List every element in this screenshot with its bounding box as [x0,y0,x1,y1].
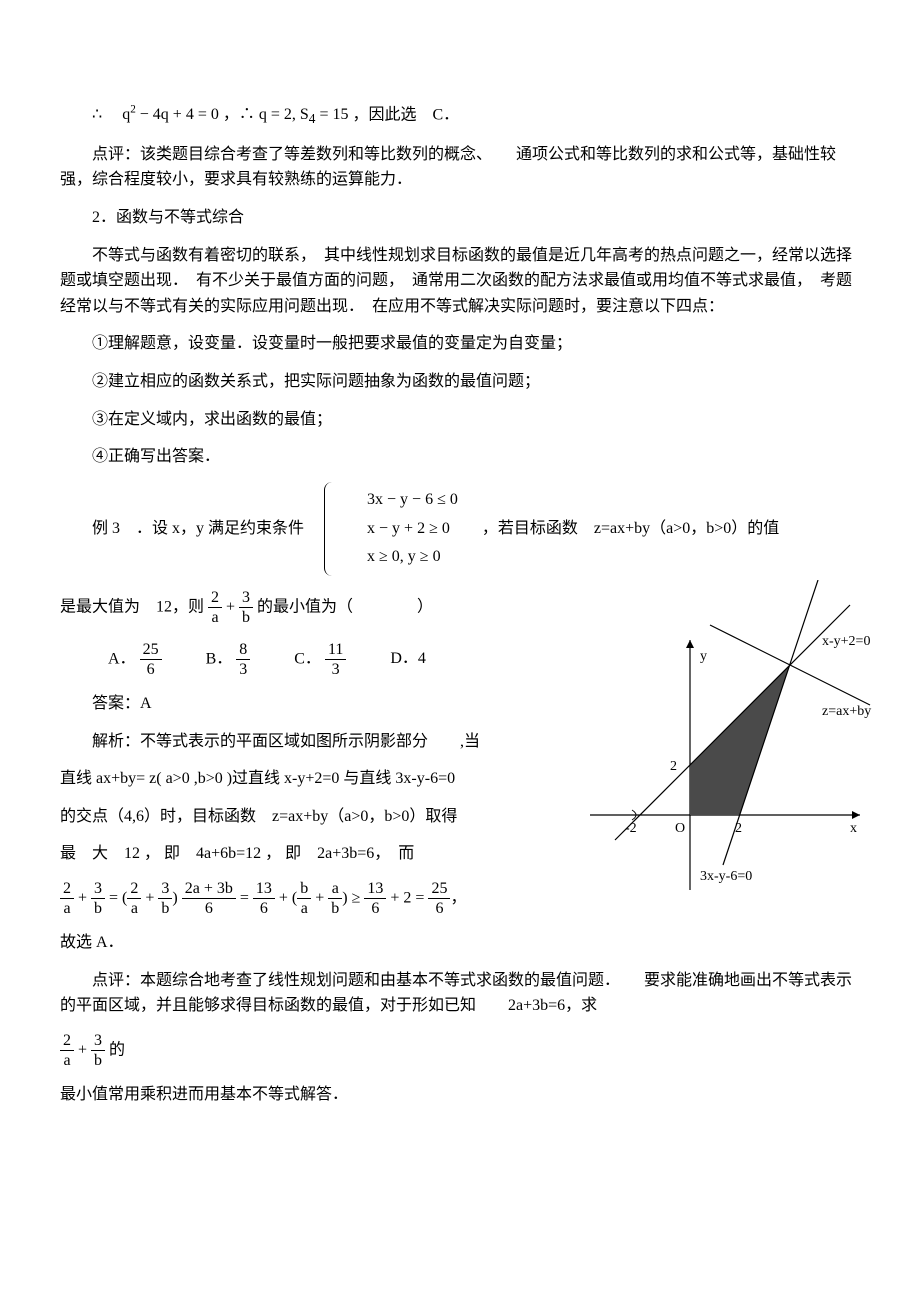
constraint-2: x − y + 2 ≥ 0 [335,515,458,544]
tail-frac-line: 2a + 3b 的 [60,1031,860,1070]
point-4: ④正确写出答案． [60,444,860,470]
eq-s4: = 15 [315,106,348,123]
eq-mid: ，∴ q = 2, S [223,106,309,123]
plus-1: + [226,599,239,616]
intro-para: 不等式与函数有着密切的联系， 其中线性规划求目标函数的最值是近几年高考的热点问题… [60,243,860,320]
frac-3b: 3b [239,588,253,627]
solution-line-3: 的交点（4,6）时，目标函数 z=ax+by（a>0，b>0）取得 [60,804,580,830]
section-heading: 2．函数与不等式综合 [60,205,860,231]
feasible-region [690,665,790,815]
point-3: ③在定义域内，求出函数的最值； [60,407,860,433]
eq-tail: − 4q + 4 = 0 [136,106,219,123]
graph-svg: y x O 2 2 -2 x-y+2=0 z=ax+by 3x-y-6=0 [560,580,880,920]
therefore-symbol: ∴ [92,106,118,123]
option-a: A． 256 [108,640,162,679]
comment-para-2: 点评：本题综合地考查了线性规划问题和由基本不等式求函数的最值问题． 要求能准确地… [60,968,860,1019]
option-b: B． 83 [206,640,251,679]
solution-line-1: 解析：不等式表示的平面区域如图所示阴影部分 ,当 [60,729,580,755]
comment-para-1: 点评：该类题目综合考查了等差数列和等比数列的概念、 通项公式和等比数列的求和公式… [60,142,860,193]
example-3-stem: 例 3 ．设 x，y 满足约束条件 3x − y − 6 ≤ 0 x − y +… [60,482,860,576]
graph-figure: y x O 2 2 -2 x-y+2=0 z=ax+by 3x-y-6=0 [560,580,880,929]
constraint-1: 3x − y − 6 ≤ 0 [335,486,458,515]
solution-line-4: 最 大 12 ， 即 4a+6b=12 ， 即 2a+3b=6， 而 [60,841,580,867]
wrap-section: A． 256 B． 83 C． 113 D．4 答案：A 解析：不等式表示的平面… [60,640,860,956]
frac-2a: 2a [208,588,222,627]
label-line-3xy6: 3x-y-6=0 [700,869,752,884]
last-line: 最小值常用乘积进而用基本不等式解答． [60,1082,860,1108]
conclusion-line: ∴ q2 − 4q + 4 = 0 ，∴ q = 2, S4 = 15 ，因此选… [60,102,860,130]
y-axis-arrow [686,640,694,648]
tail-frac-2: 3b [91,1031,105,1070]
tail-frac-1: 2a [60,1031,74,1070]
max-line-b: 的最小值为（ ） [257,599,433,616]
var-q: q [122,106,130,123]
label-origin: O [675,821,685,836]
conclusion-text: ，因此选 C． [353,107,460,124]
tail-de: 的 [109,1041,125,1058]
max-line-a: 是最大值为 12，则 [60,599,208,616]
label-y: y [700,649,707,664]
so-select-a: 故选 A． [60,930,580,956]
constraint-3: x ≥ 0, y ≥ 0 [335,543,458,572]
label-y2: 2 [670,759,677,774]
label-x: x [850,821,857,836]
x-axis-arrow [852,811,860,819]
ex3-lead: 例 3 ．设 x，y 满足约束条件 [92,520,320,537]
constraint-system: 3x − y − 6 ≤ 0 x − y + 2 ≥ 0 x ≥ 0, y ≥ … [324,482,462,576]
ex3-tail: ，若目标函数 z=ax+by（a>0，b>0）的值 [466,520,779,537]
label-line-xy2: x-y+2=0 [822,634,870,649]
solution-line-2: 直线 ax+by= z( a>0 ,b>0 )过直线 x-y+2=0 与直线 3… [60,766,580,792]
option-c: C． 113 [294,640,346,679]
label-line-z: z=ax+by [822,704,871,719]
equation-chain: 2a + 3b = (2a + 3b) 2a + 3b6 = 136 + (ba… [60,879,580,918]
point-1: ①理解题意，设变量．设变量时一般把要求最值的变量定为自变量； [60,331,860,357]
label-x2: 2 [735,821,742,836]
eq-therefore: ∴ q2 − 4q + 4 = 0 ，∴ q = 2, S4 = 15 [92,106,353,123]
point-2: ②建立相应的函数关系式，把实际问题抽象为函数的最值问题； [60,369,860,395]
option-d: D．4 [390,646,426,672]
answer-line: 答案：A [60,691,580,717]
tail-plus: + [78,1041,91,1058]
label-xm2: -2 [625,821,637,836]
